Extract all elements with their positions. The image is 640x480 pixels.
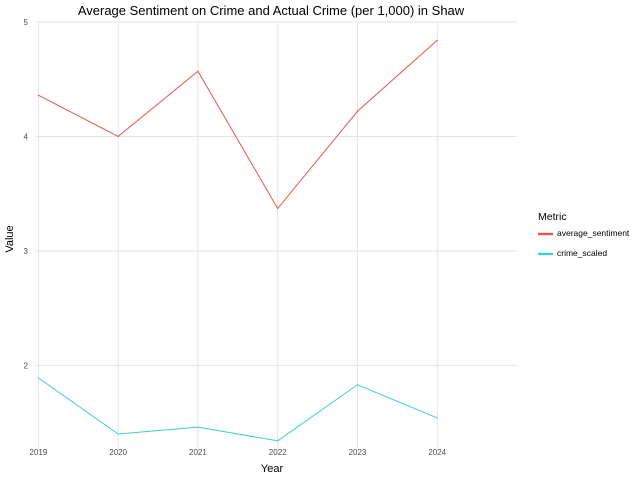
series-line-average-sentiment bbox=[38, 39, 438, 210]
data-point-average-sentiment bbox=[117, 135, 119, 138]
x-tick-label: 2024 bbox=[428, 448, 446, 457]
data-point-crime-scaled bbox=[277, 440, 279, 442]
legend: Metric average_sentiment crime_scaled bbox=[538, 211, 630, 258]
data-point-average-sentiment bbox=[37, 94, 39, 96]
legend-label: crime_scaled bbox=[557, 248, 607, 258]
y-tick-label: 4 bbox=[24, 132, 29, 141]
x-axis-label: Year bbox=[261, 463, 284, 475]
data-point-average-sentiment bbox=[356, 110, 359, 112]
series-group bbox=[37, 39, 438, 442]
legend-title: Metric bbox=[538, 211, 567, 223]
y-axis-ticks: 2 3 4 5 bbox=[24, 18, 29, 370]
data-point-average-sentiment bbox=[197, 70, 199, 72]
data-point-crime-scaled bbox=[436, 417, 438, 419]
y-axis-label: Value bbox=[4, 225, 16, 252]
x-tick-label: 2019 bbox=[29, 448, 47, 457]
y-tick-label: 5 bbox=[24, 18, 29, 27]
legend-label: average_sentiment bbox=[557, 228, 630, 238]
x-tick-label: 2022 bbox=[269, 448, 287, 457]
y-tick-label: 2 bbox=[24, 361, 29, 370]
data-point-crime-scaled bbox=[117, 433, 119, 435]
x-axis-ticks: 2019 2020 2021 2022 2023 2024 bbox=[29, 448, 446, 457]
data-point-average-sentiment bbox=[277, 207, 279, 210]
x-tick-label: 2023 bbox=[349, 448, 367, 457]
series-line-crime-scaled bbox=[38, 377, 438, 442]
x-tick-label: 2020 bbox=[109, 448, 127, 457]
data-point-crime-scaled bbox=[356, 384, 359, 386]
data-point-crime-scaled bbox=[197, 426, 199, 428]
x-tick-label: 2021 bbox=[189, 448, 207, 457]
grid bbox=[36, 21, 517, 450]
data-point-crime-scaled bbox=[37, 377, 39, 379]
y-tick-label: 3 bbox=[24, 247, 29, 256]
data-point-average-sentiment bbox=[436, 39, 438, 41]
chart-title: Average Sentiment on Crime and Actual Cr… bbox=[78, 3, 465, 18]
